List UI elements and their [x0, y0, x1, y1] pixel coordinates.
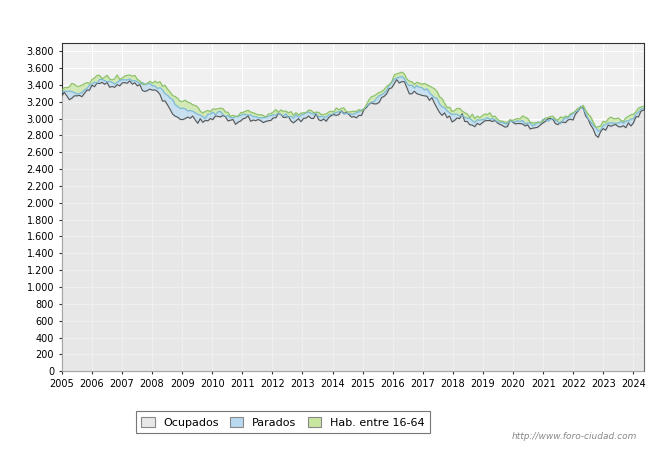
Hab. entre 16-64: [627, 112, 635, 117]
Line: Hab. entre 16-64: Hab. entre 16-64: [62, 72, 644, 127]
Ocupados: [640, 108, 647, 113]
Ocupados: [138, 88, 146, 93]
Ocupados: [594, 135, 602, 140]
Text: Agoncillo - Evolucion de la poblacion en edad de Trabajar Mayo de 2024: Agoncillo - Evolucion de la poblacion en…: [84, 12, 566, 25]
Parados: [138, 80, 146, 85]
Hab. entre 16-64: [592, 125, 599, 130]
Ocupados: [627, 123, 635, 129]
Ocupados: [58, 93, 66, 99]
Hab. entre 16-64: [209, 106, 216, 112]
Hab. entre 16-64: [640, 104, 647, 109]
Hab. entre 16-64: [398, 69, 406, 75]
Parados: [58, 90, 66, 95]
Hab. entre 16-64: [58, 87, 66, 93]
Parados: [209, 109, 216, 115]
Ocupados: [239, 116, 247, 122]
Parados: [627, 117, 635, 122]
Text: http://www.foro-ciudad.com: http://www.foro-ciudad.com: [512, 432, 637, 441]
Line: Parados: Parados: [62, 76, 644, 131]
Parados: [398, 74, 406, 79]
Ocupados: [209, 117, 216, 122]
Hab. entre 16-64: [138, 81, 146, 87]
Hab. entre 16-64: [239, 109, 247, 115]
Parados: [239, 112, 247, 117]
Ocupados: [111, 85, 118, 90]
Legend: Ocupados, Parados, Hab. entre 16-64: Ocupados, Parados, Hab. entre 16-64: [136, 411, 430, 433]
Parados: [640, 106, 647, 111]
Parados: [594, 128, 602, 134]
Parados: [106, 79, 114, 84]
Hab. entre 16-64: [111, 76, 118, 81]
Ocupados: [106, 85, 114, 90]
Ocupados: [393, 77, 400, 82]
Line: Ocupados: Ocupados: [62, 80, 644, 137]
Hab. entre 16-64: [106, 76, 114, 81]
Parados: [111, 81, 118, 87]
